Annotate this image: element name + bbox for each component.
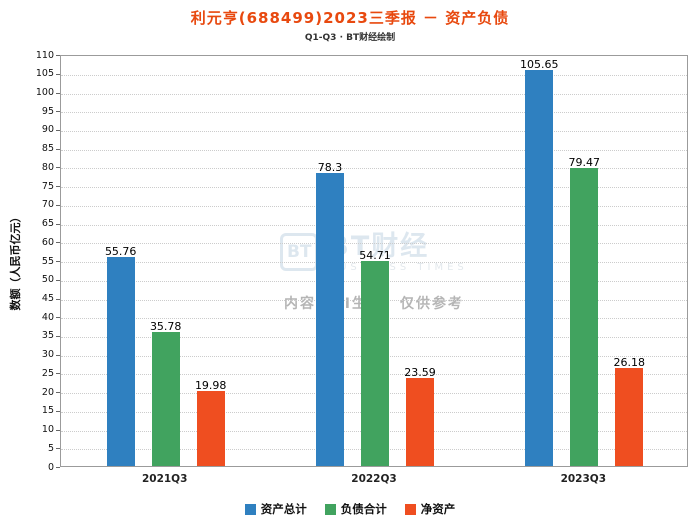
bar-value-label: 26.18 [613, 355, 646, 369]
bar-value-label: 35.78 [149, 320, 182, 333]
legend-swatch [244, 503, 256, 515]
y-tick-label: 60 [41, 236, 54, 248]
legend-item: 资产总计 [244, 501, 307, 517]
legend-label: 资产总计 [260, 502, 307, 516]
bar [196, 391, 225, 466]
y-tick-mark [56, 167, 60, 169]
gridline [61, 224, 687, 226]
y-tick-label: 70 [41, 199, 54, 211]
y-tick-label: 10 [41, 424, 54, 435]
watermark-brand: BT财经 [328, 231, 430, 262]
gridline [61, 93, 687, 95]
y-tick-label: 35 [41, 330, 54, 342]
bar-value-label: 105.65 [520, 58, 559, 72]
y-tick-label: 25 [41, 367, 54, 379]
watermark-brand-subtitle: BUSINESS TIMES [328, 261, 468, 273]
bar-value-label: 78.3 [317, 160, 343, 174]
chart-subtitle: Q1-Q3 · BT财经绘制 [304, 33, 396, 43]
x-tick-label: 2021Q3 [141, 473, 188, 485]
y-tick-label: 5 [47, 442, 54, 454]
y-tick-mark [56, 448, 60, 450]
y-tick-mark [56, 429, 60, 431]
y-tick-label: 55 [41, 255, 54, 267]
chart-title: 利元亨(688499)2023三季报 － 资产负债 [190, 9, 510, 27]
bar [151, 332, 180, 466]
y-tick-mark [56, 111, 60, 113]
bar [615, 367, 644, 466]
y-tick-mark [56, 317, 60, 319]
y-tick-label: 90 [41, 124, 54, 136]
y-tick-mark [56, 261, 60, 262]
bar-value-label: 54.71 [359, 249, 391, 263]
y-tick-mark [56, 354, 60, 356]
y-tick-mark [56, 335, 60, 337]
bt-logo: BT BT财经 BUSINESS TIMES [280, 232, 468, 273]
y-tick-label: 30 [41, 349, 54, 361]
y-tick-mark [56, 204, 60, 206]
legend-swatch [324, 503, 336, 515]
bt-logo-text: BT财经 BUSINESS TIMES [328, 232, 468, 273]
legend-swatch [404, 503, 416, 515]
y-tick-mark [56, 242, 60, 244]
y-tick-mark [56, 186, 60, 188]
bar [570, 168, 599, 466]
y-tick-mark [56, 55, 60, 56]
gridline [61, 74, 687, 76]
y-tick-mark [56, 392, 60, 394]
legend-label: 净资产 [420, 502, 456, 516]
gridline [61, 130, 687, 132]
y-tick-mark [56, 373, 60, 375]
y-tick-mark [56, 279, 60, 281]
plot-area: 55.76 35.78 19.98 78.3 54.71 23.59 105.65 79.47… [60, 55, 688, 467]
y-tick-label: 95 [41, 105, 54, 117]
y-tick-label: 20 [41, 386, 54, 398]
y-axis-title: 数额（人民币亿元） [9, 211, 22, 311]
y-tick-mark [56, 92, 60, 94]
gridline [61, 112, 687, 114]
legend: 资产总计 负债合计 净资产 [0, 501, 700, 517]
y-tick-label: 85 [41, 143, 54, 155]
y-tick-label: 45 [41, 293, 54, 304]
x-tick-label: 2023Q3 [560, 473, 607, 485]
gridline [61, 243, 687, 245]
bar [406, 377, 434, 466]
y-tick-label: 100 [35, 87, 54, 98]
legend-item: 净资产 [404, 501, 456, 517]
y-tick-mark [56, 129, 60, 131]
y-tick-label: 80 [41, 161, 54, 173]
y-tick-label: 40 [41, 311, 54, 323]
y-tick-label: 75 [41, 180, 54, 192]
y-tick-label: 50 [41, 274, 54, 286]
y-tick-label: 65 [41, 218, 54, 229]
y-tick-label: 110 [35, 49, 54, 61]
y-tick-mark [56, 410, 60, 412]
y-tick-mark [56, 73, 60, 75]
gridline [61, 187, 687, 189]
bar-value-label: 23.59 [404, 365, 436, 379]
bar [316, 172, 344, 466]
bar-value-label: 55.76 [104, 245, 137, 259]
y-tick-mark [56, 467, 60, 468]
y-tick-label: 105 [35, 68, 54, 80]
bar [525, 70, 554, 466]
legend-item: 负债合计 [324, 501, 387, 517]
bar-value-label: 19.98 [194, 379, 227, 393]
y-tick-mark [56, 223, 60, 225]
y-tick-mark [56, 298, 60, 300]
y-tick-label: 15 [41, 405, 54, 417]
bar [361, 261, 389, 466]
gridline [61, 149, 687, 151]
x-tick-label: 2022Q3 [351, 473, 397, 485]
legend-label: 负债合计 [340, 502, 387, 516]
y-tick-label: 0 [47, 461, 54, 473]
gridline [61, 168, 687, 170]
gridline [61, 205, 687, 207]
bar [106, 257, 135, 466]
y-tick-mark [56, 148, 60, 150]
bar-value-label: 79.47 [568, 156, 601, 170]
